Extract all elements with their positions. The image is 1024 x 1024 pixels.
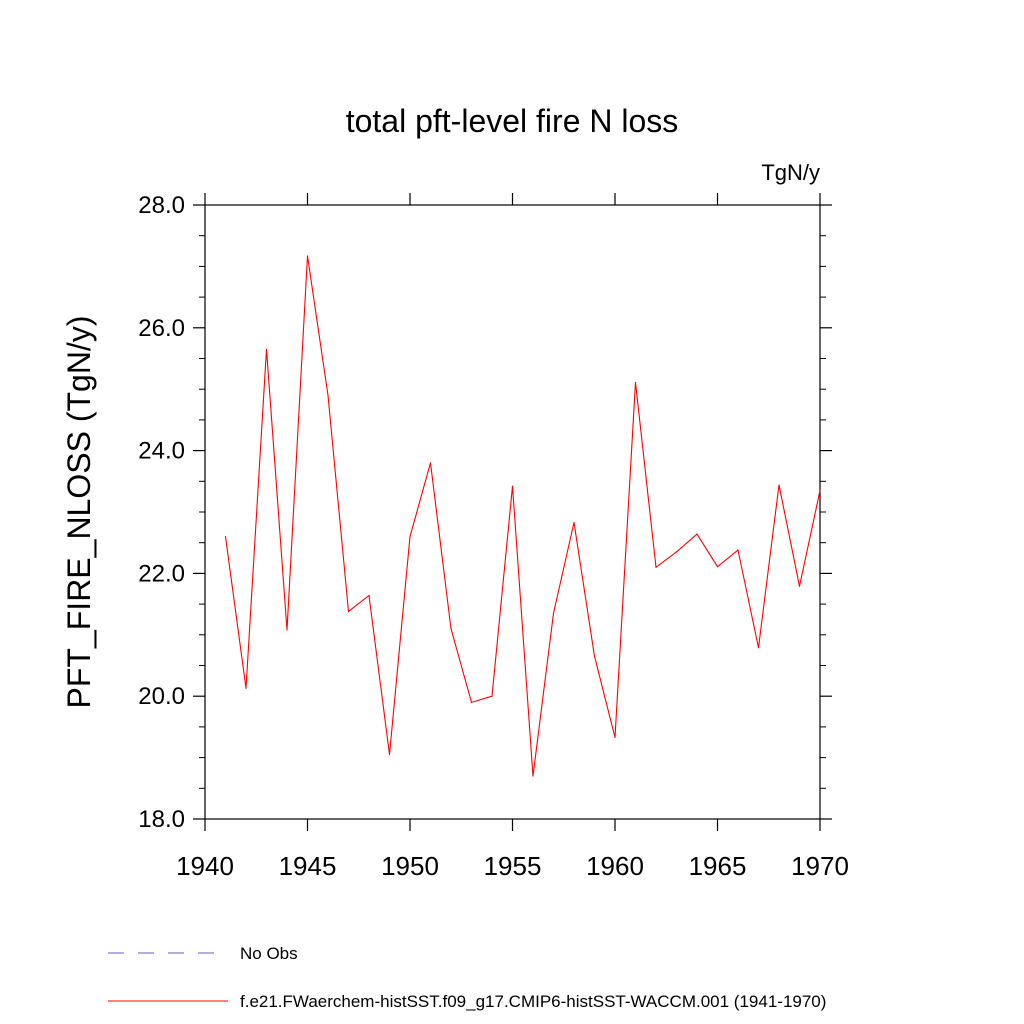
x-tick-label: 1960 — [586, 851, 644, 881]
data-point — [532, 775, 534, 777]
x-tick-label: 1955 — [484, 851, 542, 881]
plot-area — [204, 204, 821, 820]
data-point — [614, 736, 616, 738]
series-group — [224, 255, 821, 777]
x-tick-label: 1965 — [689, 851, 747, 881]
data-point — [224, 535, 227, 538]
data-point — [265, 348, 268, 350]
data-point — [327, 394, 329, 396]
data-point — [716, 566, 719, 568]
data-point — [696, 533, 698, 535]
y-tick-label: 28.0 — [138, 192, 185, 219]
y-axis-label: PFT_FIRE_NLOSS (TgN/y) — [61, 316, 97, 709]
legend-label: No Obs — [240, 944, 298, 963]
x-tick-label: 1970 — [791, 851, 849, 881]
legend: No Obs f.e21.FWaerchem-histSST.f09_g17.CM… — [108, 944, 826, 1011]
data-point — [757, 647, 760, 649]
data-point — [675, 551, 678, 553]
y-tick-label: 20.0 — [138, 683, 185, 710]
data-point — [511, 485, 514, 487]
data-point — [368, 594, 370, 597]
data-point — [737, 549, 739, 551]
data-point — [388, 753, 391, 756]
data-point — [450, 628, 452, 630]
data-point — [409, 535, 411, 538]
x-axis-ticks: 1940 1945 1950 1955 1960 1965 1970 — [176, 193, 849, 881]
x-tick-label: 1940 — [176, 851, 234, 881]
data-point — [429, 462, 432, 464]
data-point — [593, 655, 596, 657]
series-line — [224, 255, 821, 777]
data-point — [634, 381, 637, 384]
data-point — [819, 489, 821, 492]
data-point — [286, 629, 288, 631]
data-point — [552, 612, 555, 614]
units-label: TgN/y — [761, 160, 820, 185]
data-point — [491, 695, 493, 697]
data-point — [470, 701, 473, 703]
data-point — [347, 610, 350, 613]
chart-title: total pft-level fire N loss — [346, 103, 679, 139]
y-tick-label: 18.0 — [138, 806, 185, 833]
data-point — [778, 484, 780, 486]
y-tick-label: 26.0 — [138, 315, 185, 342]
data-point — [573, 521, 575, 524]
x-tick-label: 1945 — [279, 851, 337, 881]
data-point — [798, 585, 801, 587]
y-tick-label: 24.0 — [138, 438, 185, 465]
data-point — [655, 566, 657, 568]
data-point — [245, 687, 247, 689]
legend-label: f.e21.FWaerchem-histSST.f09_g17.CMIP6-hi… — [240, 992, 826, 1011]
y-axis-ticks: 18.0 20.0 22.0 24.0 26.0 28.0 — [138, 192, 832, 833]
x-tick-label: 1950 — [381, 851, 439, 881]
y-tick-label: 22.0 — [138, 560, 185, 587]
data-point — [306, 255, 309, 257]
